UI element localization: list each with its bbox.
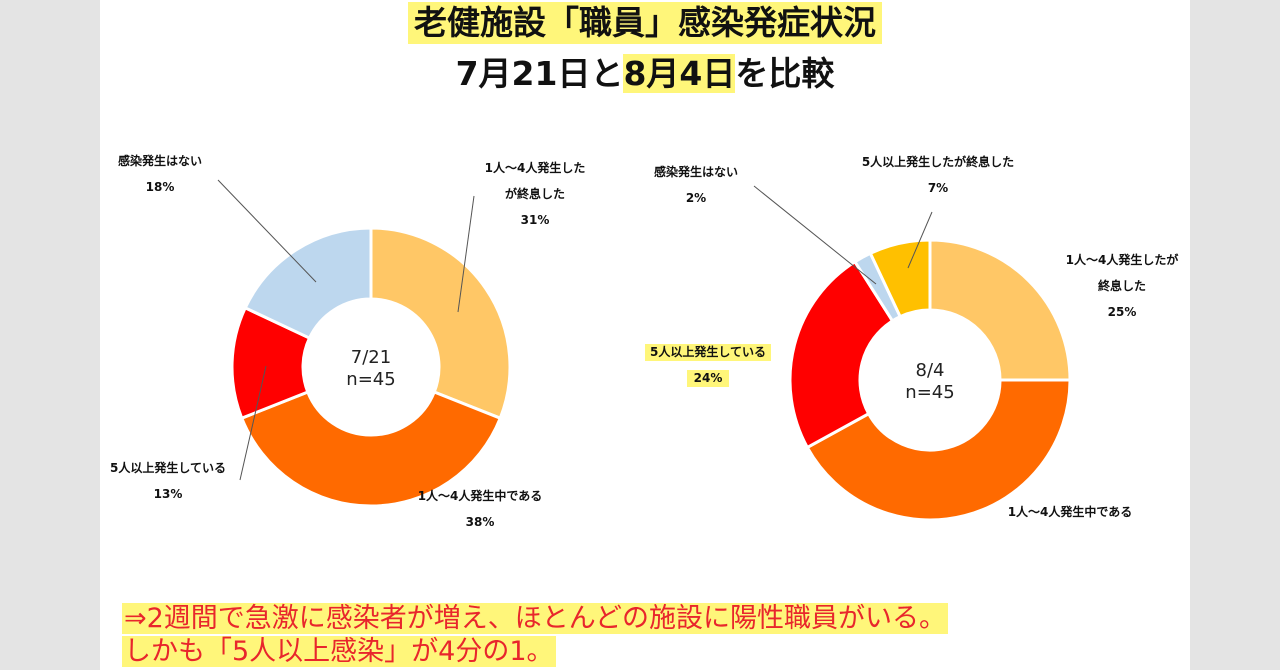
chart-center-label: n=45 xyxy=(346,369,395,390)
chart-center-label: 7/21 xyxy=(351,347,391,368)
label-highlight xyxy=(687,370,729,387)
subtitle-after: を比較 xyxy=(735,54,835,93)
conclusion-line1: ⇒2週間で急激に感染者が増え、ほとんどの施設に陽性職員がいる。 xyxy=(122,603,948,634)
donut-slice xyxy=(239,390,503,508)
conclusion: ⇒2週間で急激に感染者が増え、ほとんどの施設に陽性職員がいる。 しかも「5人以上… xyxy=(122,602,948,668)
leader-line xyxy=(457,195,475,313)
leader-line xyxy=(239,365,267,481)
slice-label: 終息した xyxy=(1098,278,1146,293)
slide-title: 老健施設「職員」感染発症状況 xyxy=(100,0,1190,44)
slice-value-label: 13% xyxy=(154,487,183,501)
leader-line xyxy=(217,179,317,283)
donut-slice xyxy=(788,259,895,450)
slice-value-label: 2% xyxy=(686,191,706,205)
subtitle-highlight: 8月4日 xyxy=(623,54,736,93)
title-text: 老健施設「職員」感染発症状況 xyxy=(408,2,882,44)
slice-label: 1人〜4人発生中である xyxy=(418,488,543,503)
slice-label: 5人以上発生している xyxy=(650,344,766,359)
chart-center-label: 8/4 xyxy=(916,360,945,381)
donut-slice xyxy=(369,226,512,421)
slice-value-label: 24% xyxy=(694,371,723,385)
donut-slice xyxy=(868,238,932,319)
slice-label: 1人〜4人発生中である xyxy=(1008,504,1133,519)
slice-label: 感染発生はない xyxy=(118,153,202,168)
conclusion-line2: しかも「5人以上感染」が4分の1。 xyxy=(122,636,556,667)
slice-value-label: 7% xyxy=(928,181,948,195)
slice-label: 1人〜4人発生したが xyxy=(1066,252,1179,267)
slice-label: 感染発生はない xyxy=(654,164,738,179)
subtitle-before: 7月21日と xyxy=(455,54,624,93)
chart-center-label: n=45 xyxy=(905,382,954,403)
slide-subtitle: 7月21日と8月4日を比較 xyxy=(100,52,1190,96)
donut-slice xyxy=(243,226,373,341)
slice-value-label: 18% xyxy=(146,180,175,194)
donut-slice xyxy=(928,238,1072,382)
label-highlight xyxy=(645,344,771,361)
donut-slice xyxy=(805,378,1072,522)
slice-value-label: 31% xyxy=(521,213,550,227)
slice-label: 5人以上発生したが終息した xyxy=(862,154,1014,169)
slice-value-label: 25% xyxy=(1108,305,1137,319)
slice-value-label: 38% xyxy=(466,515,495,529)
leader-line xyxy=(907,211,933,269)
leader-line xyxy=(753,185,877,285)
slice-label: 1人〜4人発生した xyxy=(485,160,586,175)
slice-label: 5人以上発生している xyxy=(110,460,226,475)
slice-label: が終息した xyxy=(505,186,565,201)
